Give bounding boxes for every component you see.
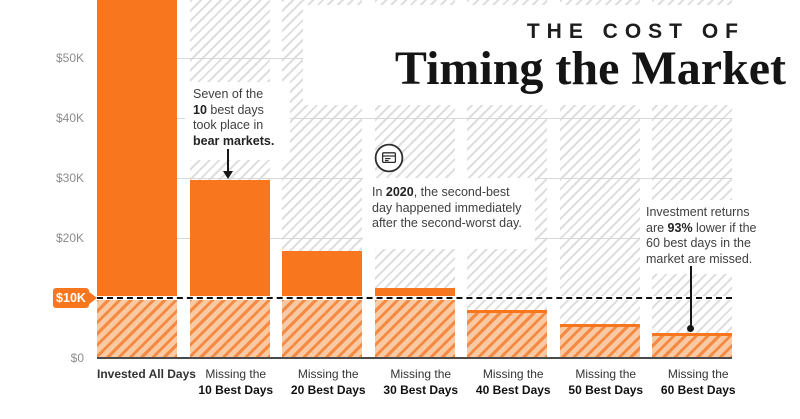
x-axis-label-line: Missing the [467, 367, 560, 383]
x-axis-line [97, 357, 732, 359]
chart-kicker: THE COST OF [527, 20, 745, 44]
threshold-dashed-line [97, 297, 732, 299]
annotation-text-line: market are missed. [646, 252, 768, 268]
x-axis-label-line: 30 Best Days [375, 383, 468, 399]
x-axis-category-label: Missing the50 Best Days [560, 367, 653, 398]
y-axis-tick-label: $20K [0, 231, 84, 245]
annotation-text-line: 60 best days in the [646, 236, 768, 252]
bar-solid-segment [97, 0, 177, 298]
x-axis-label-line: Missing the [560, 367, 653, 383]
x-axis-category-label: Missing the60 Best Days [652, 367, 745, 398]
annotation-text-line: after the second-worst day. [372, 216, 535, 232]
bar-hatched-segment [375, 298, 455, 357]
annotation-arrow-line [227, 149, 229, 172]
bar-solid-segment [190, 180, 270, 298]
annotation-text-line: are 93% lower if the [646, 221, 768, 237]
annotation-bear-markets: Seven of the10 best daystook place inbea… [185, 82, 290, 160]
bar-top-cap [560, 324, 640, 327]
bar-hatched-segment [467, 310, 547, 357]
x-axis-category-label: Invested All Days [97, 367, 190, 398]
x-axis-label-line: Missing the [652, 367, 745, 383]
newspaper-icon [374, 143, 404, 173]
y-axis-tick-label: $0 [0, 351, 84, 365]
x-axis-label-line: 10 Best Days [190, 383, 283, 399]
annotation-text-line: Investment returns [646, 205, 768, 221]
x-axis-category-label: Missing the40 Best Days [467, 367, 560, 398]
x-axis-label-line: Missing the [190, 367, 283, 383]
chart-title: Timing the Market [395, 45, 786, 93]
title-box: THE COST OF Timing the Market [303, 5, 800, 105]
annotation-text-line: bear markets. [193, 134, 290, 150]
bar-hatched-segment [652, 333, 732, 357]
x-axis-category-label: Missing the30 Best Days [375, 367, 468, 398]
annotation-text-line: In 2020, the second-best [372, 185, 535, 201]
x-axis-label-line: 20 Best Days [282, 383, 375, 399]
annotation-text-line: 10 best days [193, 103, 290, 119]
bar-hatched-segment [560, 324, 640, 357]
annotation-93-percent: Investment returnsare 93% lower if the60… [640, 200, 768, 274]
annotation-arrow-line [690, 266, 692, 327]
bar-top-cap [467, 310, 547, 313]
bar-solid-segment [282, 251, 362, 298]
bar-hatched-segment [97, 298, 177, 357]
infographic-canvas: $0 $20K $30K $40K $50K $10K Invested All Day… [0, 0, 800, 419]
bar-hatched-segment [282, 298, 362, 357]
x-axis-label-line: 60 Best Days [652, 383, 745, 399]
x-axis-label-line: 40 Best Days [467, 383, 560, 399]
y-axis-tick-label: $50K [0, 51, 84, 65]
x-axis-category-label: Missing the20 Best Days [282, 367, 375, 398]
x-axis-labels: Invested All DaysMissing the10 Best Days… [97, 367, 745, 398]
y-axis-tick-label: $30K [0, 171, 84, 185]
arrow-dot-icon [687, 325, 694, 332]
y-axis-tick-label: $40K [0, 111, 84, 125]
x-axis-label-line: Missing the [282, 367, 375, 383]
x-axis-label-line: 50 Best Days [560, 383, 653, 399]
x-axis-category-label: Missing the10 Best Days [190, 367, 283, 398]
annotation-text-line: Seven of the [193, 87, 290, 103]
bar-top-cap [652, 333, 732, 336]
x-axis-label-line: Invested All Days [97, 367, 190, 383]
arrow-head-icon [223, 171, 233, 179]
threshold-badge: $10K [53, 288, 89, 308]
bar-hatched-segment [190, 298, 270, 357]
annotation-text-line: day happened immediately [372, 201, 535, 217]
x-axis-label-line: Missing the [375, 367, 468, 383]
annotation-text-line: took place in [193, 118, 290, 134]
annotation-2020: In 2020, the second-bestday happened imm… [363, 178, 535, 249]
